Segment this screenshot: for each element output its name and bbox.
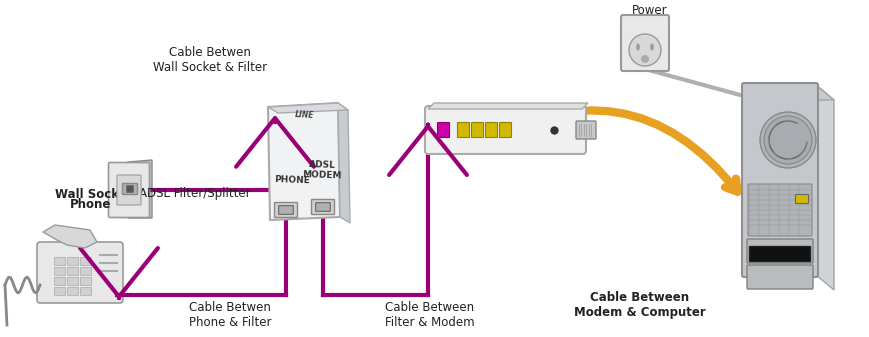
FancyBboxPatch shape bbox=[81, 257, 91, 266]
FancyBboxPatch shape bbox=[55, 257, 65, 266]
FancyBboxPatch shape bbox=[55, 277, 65, 285]
Circle shape bbox=[760, 112, 815, 168]
FancyBboxPatch shape bbox=[315, 203, 330, 211]
Polygon shape bbox=[338, 103, 349, 223]
Text: Wall Socket: Wall Socket bbox=[55, 188, 132, 202]
FancyBboxPatch shape bbox=[278, 206, 293, 214]
FancyBboxPatch shape bbox=[485, 123, 497, 137]
Text: Cable Betwen
Phone & Filter: Cable Betwen Phone & Filter bbox=[189, 301, 271, 329]
FancyBboxPatch shape bbox=[81, 277, 91, 285]
FancyBboxPatch shape bbox=[127, 186, 133, 192]
FancyBboxPatch shape bbox=[746, 239, 812, 263]
FancyBboxPatch shape bbox=[68, 268, 78, 276]
Polygon shape bbox=[43, 225, 96, 248]
Polygon shape bbox=[815, 85, 833, 290]
FancyBboxPatch shape bbox=[116, 175, 141, 205]
Text: ADSL Filter/Splitter: ADSL Filter/Splitter bbox=[139, 186, 250, 200]
Text: Cable Betwen
Wall Socket & Filter: Cable Betwen Wall Socket & Filter bbox=[153, 46, 267, 74]
FancyBboxPatch shape bbox=[794, 194, 807, 204]
Polygon shape bbox=[743, 85, 833, 100]
FancyBboxPatch shape bbox=[746, 265, 812, 289]
FancyBboxPatch shape bbox=[471, 123, 483, 137]
FancyBboxPatch shape bbox=[37, 242, 123, 303]
FancyBboxPatch shape bbox=[81, 287, 91, 296]
FancyBboxPatch shape bbox=[457, 123, 469, 137]
FancyBboxPatch shape bbox=[748, 246, 810, 262]
Circle shape bbox=[640, 55, 648, 63]
Ellipse shape bbox=[649, 43, 653, 51]
FancyBboxPatch shape bbox=[747, 184, 811, 236]
FancyBboxPatch shape bbox=[55, 268, 65, 276]
Circle shape bbox=[763, 116, 811, 164]
Text: Cable Between
Filter & Modem: Cable Between Filter & Modem bbox=[385, 301, 474, 329]
FancyBboxPatch shape bbox=[68, 277, 78, 285]
FancyBboxPatch shape bbox=[68, 257, 78, 266]
Circle shape bbox=[628, 34, 660, 66]
Polygon shape bbox=[268, 103, 340, 220]
FancyBboxPatch shape bbox=[68, 287, 78, 296]
Text: LINE: LINE bbox=[295, 110, 315, 120]
Polygon shape bbox=[428, 103, 587, 109]
Polygon shape bbox=[128, 160, 152, 218]
Text: ADSL
MODEM: ADSL MODEM bbox=[302, 160, 342, 180]
Polygon shape bbox=[268, 103, 348, 113]
FancyBboxPatch shape bbox=[123, 184, 137, 194]
FancyArrowPatch shape bbox=[472, 111, 737, 192]
FancyBboxPatch shape bbox=[575, 121, 595, 139]
FancyBboxPatch shape bbox=[620, 15, 668, 71]
FancyBboxPatch shape bbox=[275, 203, 297, 217]
Ellipse shape bbox=[635, 43, 639, 51]
FancyBboxPatch shape bbox=[311, 200, 334, 214]
FancyBboxPatch shape bbox=[81, 268, 91, 276]
FancyBboxPatch shape bbox=[55, 287, 65, 296]
Text: PHONE: PHONE bbox=[274, 175, 309, 185]
Text: Power: Power bbox=[632, 3, 667, 17]
FancyBboxPatch shape bbox=[741, 83, 817, 277]
Text: Cable Between
Modem & Computer: Cable Between Modem & Computer bbox=[574, 291, 705, 319]
FancyBboxPatch shape bbox=[109, 162, 149, 217]
Text: Phone: Phone bbox=[70, 198, 111, 212]
FancyBboxPatch shape bbox=[437, 123, 449, 137]
FancyBboxPatch shape bbox=[425, 106, 586, 154]
FancyBboxPatch shape bbox=[499, 123, 511, 137]
